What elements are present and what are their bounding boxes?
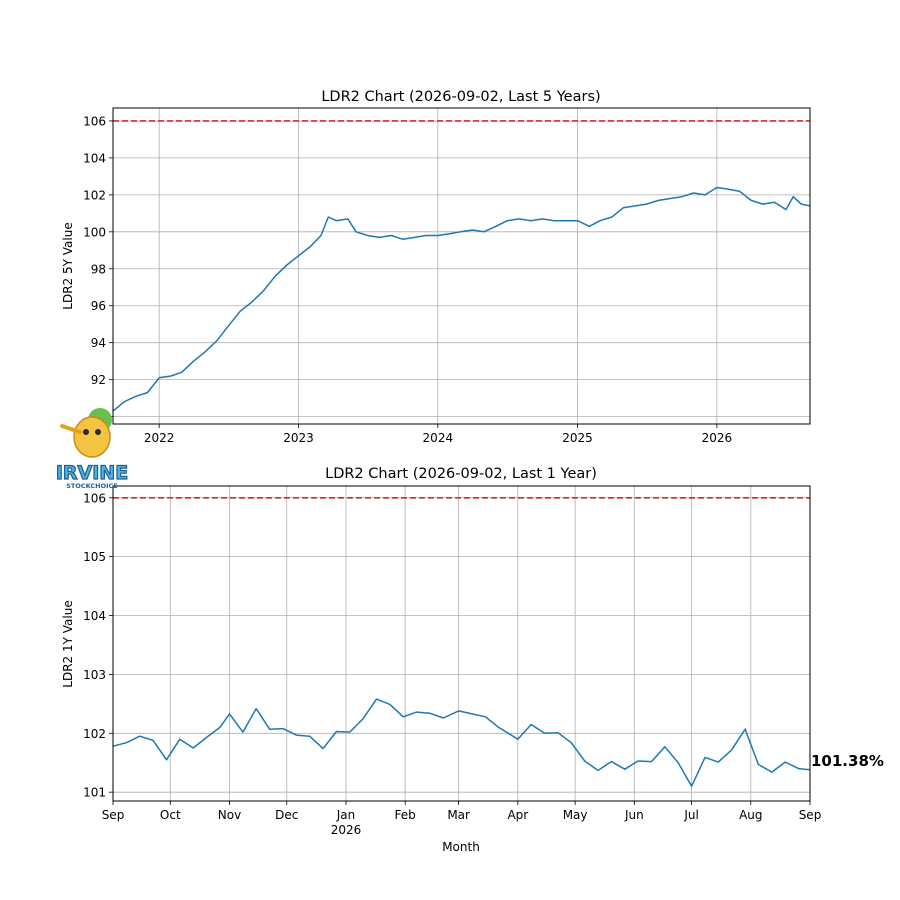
y-tick-label: 106 — [83, 114, 106, 128]
y-tick-label: 106 — [83, 491, 106, 505]
x-tick-label: 2023 — [283, 431, 314, 445]
y-tick-label: 102 — [83, 727, 106, 741]
y-tick-label: 102 — [83, 188, 106, 202]
x-tick-label: Apr — [507, 808, 528, 822]
y-tick-label: 101 — [83, 786, 106, 800]
logo-text-main: IRVINE — [56, 462, 128, 484]
plot-frame — [112, 107, 811, 425]
x-tick-label: 2026 — [702, 431, 733, 445]
chart-5y-ylabel: LDR2 5Y Value — [61, 222, 75, 309]
y-tick-label: 104 — [83, 609, 106, 623]
y-tick-label: 104 — [83, 151, 106, 165]
logo-text-sub: STOCKCHOICE — [66, 482, 118, 490]
y-tick-label: 103 — [83, 668, 106, 682]
plot-frame — [112, 485, 811, 802]
x-tick-label: Sep — [102, 808, 125, 822]
x-tick-label: Sep — [799, 808, 822, 822]
x-tick-label: Jun — [624, 808, 644, 822]
x-tick-label: Dec — [275, 808, 298, 822]
x-tick-label: Jul — [683, 808, 698, 822]
chart-1y-end-label: 101.38% — [811, 752, 884, 770]
x-tick-label: May — [563, 808, 588, 822]
series-line — [112, 186, 811, 412]
x-tick-label: Nov — [218, 808, 241, 822]
irvine-stockchoice-logo: IRVINE STOCKCHOICE — [55, 408, 129, 490]
x-tick-label: Aug — [739, 808, 762, 822]
chart-1y: LDR2 Chart (2026-09-02, Last 1 Year) LDR… — [61, 466, 884, 854]
x-tick-label: Oct — [160, 808, 181, 822]
chart-5y: LDR2 Chart (2026-09-02, Last 5 Years) LD… — [61, 89, 811, 445]
chart-5y-title: LDR2 Chart (2026-09-02, Last 5 Years) — [321, 89, 600, 105]
chart-1y-ylabel: LDR2 1Y Value — [61, 600, 75, 687]
x-tick-label: 2025 — [562, 431, 593, 445]
y-tick-label: 92 — [91, 373, 106, 387]
y-tick-label: 94 — [91, 336, 106, 350]
x-tick-label: 2024 — [423, 431, 454, 445]
y-tick-label: 98 — [91, 262, 106, 276]
x-tick-sublabel: 2026 — [331, 823, 362, 837]
chart-1y-title: LDR2 Chart (2026-09-02, Last 1 Year) — [325, 466, 597, 482]
x-tick-label: 2022 — [144, 431, 175, 445]
y-tick-label: 105 — [83, 550, 106, 564]
chart-1y-xlabel: Month — [442, 840, 480, 854]
x-tick-label: Jan — [336, 808, 356, 822]
x-tick-label: Feb — [395, 808, 416, 822]
chart-5y-grid: 9092949698100102104106202220232024202520… — [83, 108, 810, 445]
y-tick-label: 100 — [83, 225, 106, 239]
y-tick-label: 96 — [91, 299, 106, 313]
x-tick-label: Mar — [447, 808, 470, 822]
series-line — [112, 698, 811, 788]
